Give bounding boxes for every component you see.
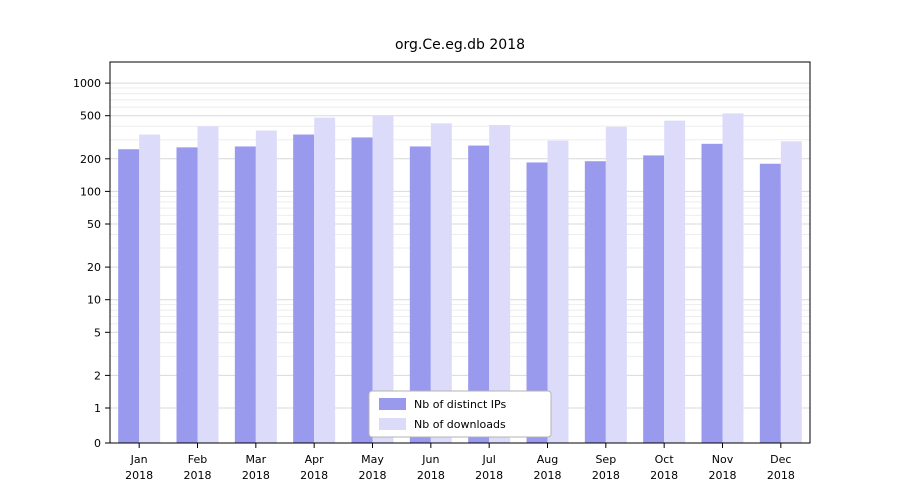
bar-nb-of-downloads-dec	[780, 141, 802, 443]
y-tick-label: 20	[87, 261, 101, 274]
y-tick-label: 100	[80, 185, 101, 198]
bar-nb-of-distinct-ips-feb	[176, 147, 198, 443]
bar-nb-of-distinct-ips-jul	[468, 145, 490, 443]
x-tick-label-month: Aug	[537, 453, 558, 466]
y-tick-label: 50	[87, 218, 101, 231]
x-tick-label-year: 2018	[417, 469, 445, 482]
x-tick-label-month: Nov	[712, 453, 734, 466]
bar-nb-of-downloads-feb	[197, 126, 219, 443]
bar-nb-of-distinct-ips-mar	[234, 146, 256, 444]
x-tick-label-year: 2018	[475, 469, 503, 482]
x-tick-label-month: Jul	[482, 453, 496, 466]
bar-nb-of-downloads-jul	[489, 125, 511, 443]
bar-nb-of-distinct-ips-jun	[409, 146, 431, 444]
x-tick-label-month: Feb	[188, 453, 207, 466]
bar-nb-of-distinct-ips-may	[351, 137, 373, 443]
y-tick-label: 1000	[73, 77, 101, 90]
x-tick-label-year: 2018	[184, 469, 212, 482]
x-tick-label-month: Apr	[305, 453, 325, 466]
bar-nb-of-downloads-may	[372, 115, 394, 443]
bar-nb-of-downloads-mar	[255, 130, 277, 444]
legend-swatch-nb-of-downloads	[379, 418, 406, 430]
y-tick-label: 0	[94, 437, 101, 450]
bar-nb-of-downloads-apr	[314, 117, 336, 443]
y-tick-label: 10	[87, 294, 101, 307]
x-tick-label-month: Sep	[595, 453, 616, 466]
x-tick-label-year: 2018	[767, 469, 795, 482]
x-tick-label-month: Oct	[655, 453, 675, 466]
legend-label-nb-of-distinct-ips: Nb of distinct IPs	[414, 398, 506, 411]
bar-nb-of-distinct-ips-jan	[118, 149, 140, 444]
x-tick-label-month: Dec	[770, 453, 791, 466]
x-tick-label-year: 2018	[650, 469, 678, 482]
y-tick-label: 200	[80, 153, 101, 166]
bar-nb-of-distinct-ips-aug	[526, 162, 548, 443]
bar-nb-of-distinct-ips-apr	[293, 134, 315, 443]
bar-nb-of-distinct-ips-oct	[643, 155, 665, 443]
x-tick-label-month: Jun	[421, 453, 439, 466]
y-tick-label: 500	[80, 110, 101, 123]
x-tick-label-month: May	[361, 453, 384, 466]
bar-nb-of-distinct-ips-nov	[701, 143, 723, 444]
legend-box	[368, 390, 552, 438]
bar-nb-of-downloads-jan	[139, 134, 161, 443]
x-tick-label-year: 2018	[709, 469, 737, 482]
x-tick-label-year: 2018	[242, 469, 270, 482]
y-tick-label: 1	[94, 402, 101, 415]
x-tick-label-month: Jan	[130, 453, 148, 466]
chart-title: org.Ce.eg.db 2018	[395, 37, 525, 53]
bar-nb-of-distinct-ips-sep	[584, 161, 606, 443]
x-tick-label-year: 2018	[300, 469, 328, 482]
x-tick-label-month: Mar	[245, 453, 266, 466]
y-tick-label: 2	[94, 369, 101, 382]
bar-nb-of-downloads-oct	[664, 120, 686, 444]
bar-nb-of-downloads-jun	[430, 123, 452, 443]
y-tick-label: 5	[94, 326, 101, 339]
plot-area: 0 1 2 5 10 20 50 100 200 500 1000 Jan 2018 Feb 2018 Mar…	[73, 61, 811, 482]
plot-border	[109, 61, 811, 444]
legend-label-nb-of-downloads: Nb of downloads	[414, 418, 506, 431]
bar-nb-of-downloads-nov	[722, 113, 744, 444]
bar-nb-of-downloads-sep	[605, 126, 627, 443]
x-tick-label-year: 2018	[359, 469, 387, 482]
bar-nb-of-distinct-ips-dec	[759, 163, 781, 444]
x-tick-label-year: 2018	[534, 469, 562, 482]
legend-swatch-nb-of-distinct-ips	[379, 398, 406, 410]
legend: Nb of distinct IPs Nb of downloads	[368, 390, 552, 438]
x-tick-label-year: 2018	[125, 469, 153, 482]
bar-nb-of-downloads-aug	[547, 140, 569, 443]
x-tick-label-year: 2018	[592, 469, 620, 482]
